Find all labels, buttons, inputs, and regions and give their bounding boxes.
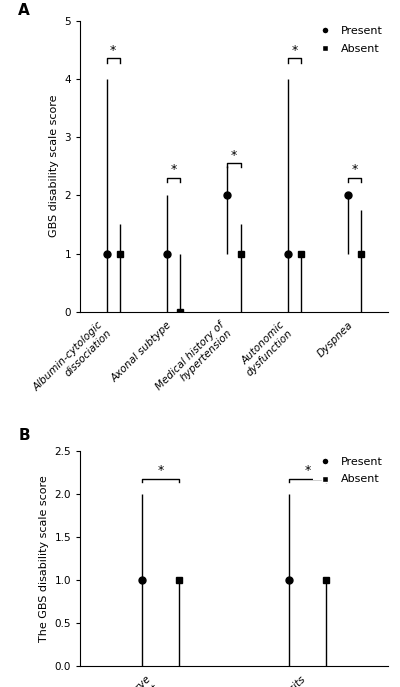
- Legend: Present, Absent: Present, Absent: [314, 457, 382, 484]
- Text: *: *: [352, 163, 358, 176]
- Text: *: *: [170, 163, 177, 176]
- Y-axis label: GBS disability scale score: GBS disability scale score: [49, 95, 59, 238]
- Text: *: *: [158, 464, 164, 477]
- Y-axis label: The GBS disability scale score: The GBS disability scale score: [39, 475, 49, 642]
- Text: *: *: [291, 44, 298, 57]
- Text: *: *: [231, 148, 237, 161]
- Text: A: A: [18, 3, 30, 18]
- Text: *: *: [304, 464, 310, 477]
- Text: B: B: [18, 427, 30, 442]
- Legend: Present, Absent: Present, Absent: [314, 26, 382, 54]
- Text: *: *: [110, 44, 116, 57]
